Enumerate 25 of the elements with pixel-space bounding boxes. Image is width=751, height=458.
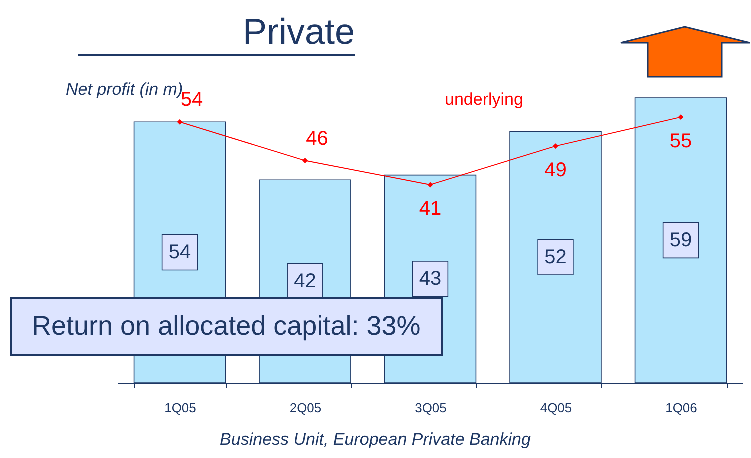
data-label: 52: [544, 246, 567, 268]
data-label: 54: [180, 89, 204, 112]
data-label: 54: [168, 242, 192, 264]
point: [678, 114, 684, 120]
x-tick-label: 4Q05: [540, 400, 572, 416]
data-label: 41: [419, 198, 442, 220]
data-label: 43: [419, 268, 442, 290]
point: [428, 182, 434, 188]
data-label: 42: [294, 270, 316, 293]
point: [177, 119, 183, 125]
x-tick-label: 3Q05: [415, 400, 447, 416]
x-tick-label: 1Q05: [164, 400, 196, 416]
point: [302, 158, 308, 164]
chart-title: Private: [78, 10, 355, 56]
data-label: 46: [306, 128, 328, 150]
data-label: 55: [670, 130, 692, 152]
text: underlying: [445, 90, 524, 110]
point: [553, 144, 558, 150]
text: Business Unit, European Private Banking: [219, 430, 532, 450]
data-label: 59: [670, 230, 692, 252]
annotation: Return on allocated capital: 33%: [10, 297, 443, 356]
x-tick-label: 1Q06: [666, 400, 698, 416]
y-axis-title: Net profit (in m): [66, 80, 184, 99]
x-tick-label: 2Q05: [290, 400, 322, 416]
data-label: 49: [544, 159, 567, 182]
